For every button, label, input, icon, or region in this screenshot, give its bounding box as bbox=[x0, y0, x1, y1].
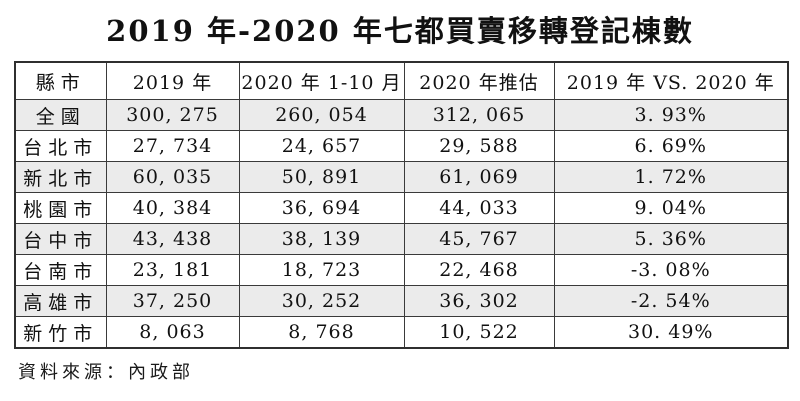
value-cell: 1. 72% bbox=[553, 161, 789, 193]
header-cell: 縣市 bbox=[14, 61, 107, 100]
header-cell: 2020 年 1-10 月 bbox=[238, 61, 405, 100]
value-cell: 10, 522 bbox=[403, 316, 555, 349]
table-row: 高雄市 37, 250 30, 252 36, 302 -2. 54% bbox=[14, 285, 789, 317]
value-cell: 61, 069 bbox=[403, 161, 555, 193]
value-cell: 5. 36% bbox=[553, 223, 789, 255]
region-cell: 新竹市 bbox=[14, 316, 107, 349]
value-cell: 27, 734 bbox=[105, 130, 240, 162]
table-row: 新竹市 8, 063 8, 768 10, 522 30. 49% bbox=[14, 316, 789, 349]
value-cell: 23, 181 bbox=[105, 254, 240, 286]
region-cell: 台南市 bbox=[14, 254, 107, 286]
value-cell: 8, 063 bbox=[105, 316, 240, 349]
table-row: 桃園市 40, 384 36, 694 44, 033 9. 04% bbox=[14, 192, 789, 224]
header-row: 縣市 2019 年 2020 年 1-10 月 2020 年推估 2019 年 VS. … bbox=[14, 61, 789, 100]
value-cell: -2. 54% bbox=[553, 285, 789, 317]
data-table: 縣市 2019 年 2020 年 1-10 月 2020 年推估 2019 年 VS. … bbox=[14, 61, 789, 349]
value-cell: 37, 250 bbox=[105, 285, 240, 317]
value-cell: 60, 035 bbox=[105, 161, 240, 193]
value-cell: 40, 384 bbox=[105, 192, 240, 224]
region-cell: 桃園市 bbox=[14, 192, 107, 224]
value-cell: 8, 768 bbox=[238, 316, 405, 349]
region-cell: 全國 bbox=[14, 99, 107, 131]
value-cell: 24, 657 bbox=[238, 130, 405, 162]
table-row: 台南市 23, 181 18, 723 22, 468 -3. 08% bbox=[14, 254, 789, 286]
value-cell: 43, 438 bbox=[105, 223, 240, 255]
value-cell: 260, 054 bbox=[238, 99, 405, 131]
value-cell: 18, 723 bbox=[238, 254, 405, 286]
value-cell: 36, 694 bbox=[238, 192, 405, 224]
value-cell: 45, 767 bbox=[403, 223, 555, 255]
value-cell: 300, 275 bbox=[105, 99, 240, 131]
header-cell: 2019 年 bbox=[105, 61, 240, 100]
value-cell: 6. 69% bbox=[553, 130, 789, 162]
value-cell: -3. 08% bbox=[553, 254, 789, 286]
value-cell: 9. 04% bbox=[553, 192, 789, 224]
table-row: 台中市 43, 438 38, 139 45, 767 5. 36% bbox=[14, 223, 789, 255]
value-cell: 38, 139 bbox=[238, 223, 405, 255]
value-cell: 30, 252 bbox=[238, 285, 405, 317]
value-cell: 50, 891 bbox=[238, 161, 405, 193]
header-cell: 2019 年 VS. 2020 年 bbox=[553, 61, 789, 100]
page-title: 2019 年-2020 年七都買賣移轉登記棟數 bbox=[106, 14, 694, 48]
region-cell: 台北市 bbox=[14, 130, 107, 162]
source-note: 資料來源：內政部 bbox=[18, 362, 194, 383]
region-cell: 高雄市 bbox=[14, 285, 107, 317]
table-row: 台北市 27, 734 24, 657 29, 588 6. 69% bbox=[14, 130, 789, 162]
table-row: 新北市 60, 035 50, 891 61, 069 1. 72% bbox=[14, 161, 789, 193]
region-cell: 新北市 bbox=[14, 161, 107, 193]
table-row: 全國 300, 275 260, 054 312, 065 3. 93% bbox=[14, 99, 789, 131]
value-cell: 312, 065 bbox=[403, 99, 555, 131]
value-cell: 36, 302 bbox=[403, 285, 555, 317]
value-cell: 22, 468 bbox=[403, 254, 555, 286]
value-cell: 3. 93% bbox=[553, 99, 789, 131]
region-cell: 台中市 bbox=[14, 223, 107, 255]
header-cell: 2020 年推估 bbox=[403, 61, 555, 100]
value-cell: 29, 588 bbox=[403, 130, 555, 162]
value-cell: 44, 033 bbox=[403, 192, 555, 224]
value-cell: 30. 49% bbox=[553, 316, 789, 349]
table-body: 全國 300, 275 260, 054 312, 065 3. 93% 台北市 27, 7… bbox=[14, 99, 789, 349]
